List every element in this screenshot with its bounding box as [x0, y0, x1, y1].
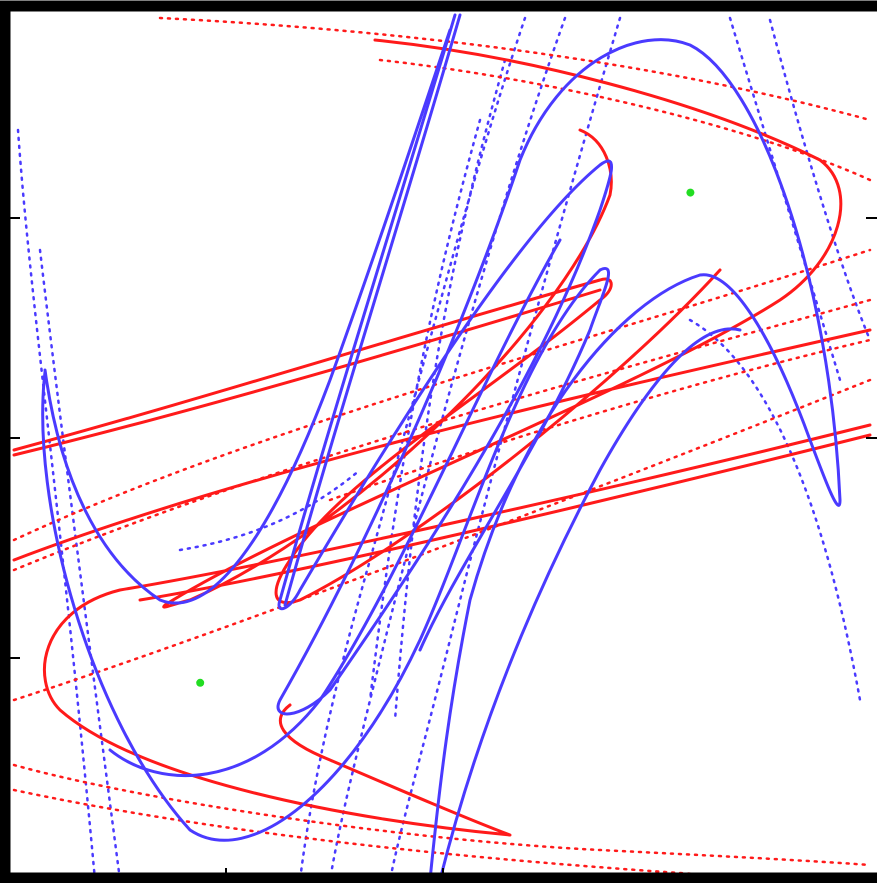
blue-dotted-strand: [688, 318, 862, 702]
blue-dotted-strand: [768, 18, 872, 342]
red-manifold-curve: [162, 38, 843, 609]
fixed-points: [196, 188, 695, 687]
red-dotted-strand: [12, 298, 872, 572]
blue-dotted-strand: [38, 248, 122, 882]
blue-manifold-curve: [283, 13, 462, 607]
fixed-point-marker: [686, 188, 695, 197]
blue-manifold: [41, 13, 842, 882]
blue-dotted-strand: [16, 128, 97, 882]
red-manifold-curve: [43, 423, 872, 837]
red-dotted-strand: [12, 378, 872, 702]
blue-manifold-curve: [438, 327, 742, 882]
blue-manifold-curve: [41, 266, 611, 842]
blue-dotted-strand: [388, 16, 622, 882]
red-manifold-curve: [12, 328, 872, 562]
red-dotted-strand: [158, 16, 872, 122]
blue-dotted-strand: [368, 118, 482, 702]
fixed-point-marker: [196, 678, 205, 687]
red-manifold-curve: [138, 433, 872, 602]
red-dotted-strand: [328, 338, 872, 502]
blue-dotted-strand: [393, 58, 507, 722]
red-dotted-strand: [12, 788, 762, 880]
red-dotted-strand: [12, 763, 872, 867]
red-manifold-curve: [12, 288, 602, 457]
blue-manifold-curve: [108, 238, 562, 778]
blue-manifold-curve: [43, 28, 452, 605]
blue-manifold-curve: [276, 13, 842, 882]
red-manifold: [12, 38, 872, 837]
blue-dotted-strand: [298, 16, 527, 882]
